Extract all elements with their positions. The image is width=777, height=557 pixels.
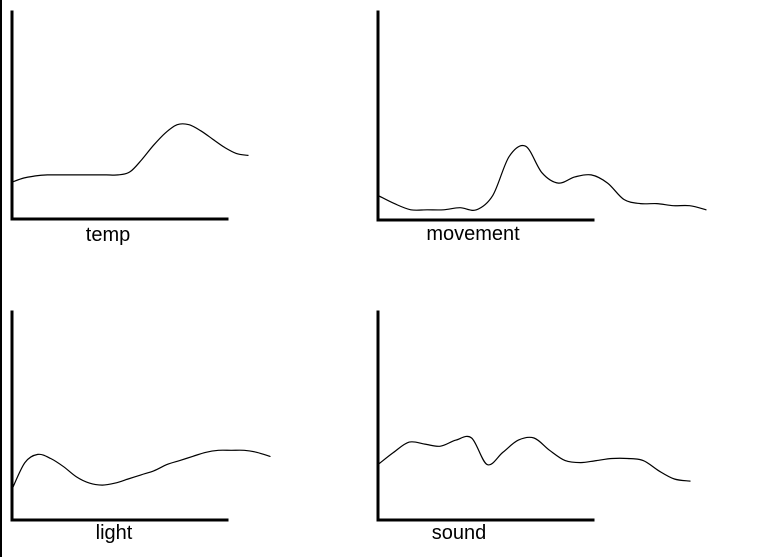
- sound-x-axis-label: sound: [432, 522, 487, 544]
- movement-series-line: [377, 144, 707, 211]
- light-panel: light: [10, 310, 271, 544]
- temp-panel: temp: [10, 10, 249, 246]
- movement-panel: movement: [376, 10, 707, 245]
- sound-series-line: [377, 435, 691, 482]
- temp-series-line: [11, 123, 249, 183]
- movement-x-axis-label: movement: [426, 223, 520, 245]
- page-left-border: [0, 0, 2, 557]
- light-x-axis-label: light: [96, 522, 133, 544]
- sound-panel: sound: [376, 310, 691, 544]
- light-series-line: [11, 449, 271, 490]
- temp-x-axis-label: temp: [86, 224, 130, 246]
